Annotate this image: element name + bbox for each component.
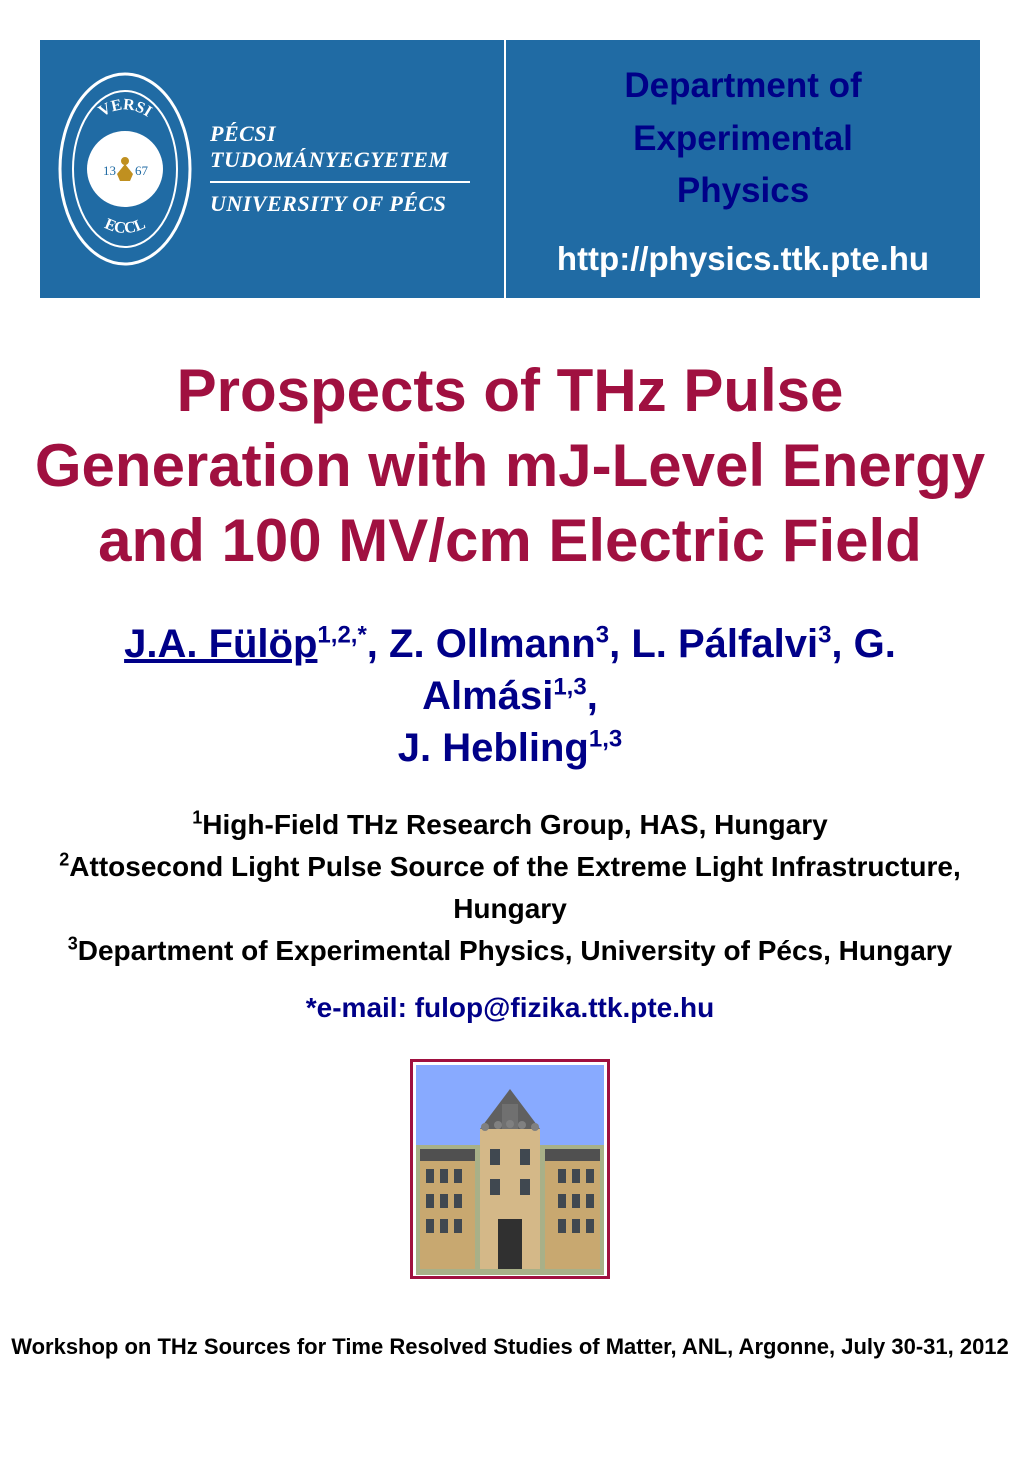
corresponding-email: *e-mail: fulop@fizika.ttk.pte.hu <box>0 992 1020 1024</box>
author-name: J.A. Fülöp <box>124 622 317 666</box>
presentation-title: Prospects of THz Pulse Generation with m… <box>30 353 990 578</box>
author-sup: 1,3 <box>589 725 622 752</box>
author-list: J.A. Fülöp1,2,*, Z. Ollmann3, L. Pálfalv… <box>50 618 970 774</box>
author-sup: 3 <box>596 621 609 648</box>
svg-text:ECCL: ECCL <box>102 215 148 237</box>
author-sup: 1,3 <box>553 673 586 700</box>
affiliation-line: 3Department of Experimental Physics, Uni… <box>50 930 970 972</box>
university-seal: VERSI ECCL 13 67 <box>55 69 195 269</box>
email-address: fulop@fizika.ttk.pte.hu <box>415 992 715 1023</box>
author-sup: 1,2,* <box>317 621 366 648</box>
author-name: Z. Ollmann <box>389 622 596 666</box>
header-right-panel: Department of Experimental Physics http:… <box>504 40 980 298</box>
university-name-hu: PÉCSI TUDOMÁNYEGYETEM <box>210 121 489 173</box>
svg-text:67: 67 <box>135 163 149 178</box>
svg-text:VERSI: VERSI <box>96 96 155 120</box>
author-sup: 3 <box>818 621 831 648</box>
email-prefix: *e-mail: <box>306 992 415 1023</box>
header-left-panel: VERSI ECCL 13 67 PÉCSI TUDOMÁNYEGYETEM U… <box>40 40 504 298</box>
affiliation-list: 1High-Field THz Research Group, HAS, Hun… <box>50 804 970 972</box>
workshop-footer: Workshop on THz Sources for Time Resolve… <box>0 1334 1020 1360</box>
author-name: L. Pálfalvi <box>631 622 818 666</box>
affiliation-line: 1High-Field THz Research Group, HAS, Hun… <box>50 804 970 846</box>
author-name: J. Hebling <box>398 726 589 770</box>
university-name-block: PÉCSI TUDOMÁNYEGYETEM UNIVERSITY OF PÉCS <box>210 121 489 217</box>
department-line2: Physics <box>677 171 809 210</box>
university-name-en: UNIVERSITY OF PÉCS <box>210 191 489 217</box>
department-line1: Department of Experimental <box>624 66 861 158</box>
building-photo <box>410 1059 610 1279</box>
header-banner: VERSI ECCL 13 67 PÉCSI TUDOMÁNYEGYETEM U… <box>40 40 980 298</box>
divider-line <box>210 181 470 183</box>
department-url: http://physics.ttk.pte.hu <box>557 240 929 278</box>
affiliation-line: 2Attosecond Light Pulse Source of the Ex… <box>50 846 970 930</box>
department-name: Department of Experimental Physics <box>526 60 960 218</box>
svg-text:13: 13 <box>103 163 116 178</box>
